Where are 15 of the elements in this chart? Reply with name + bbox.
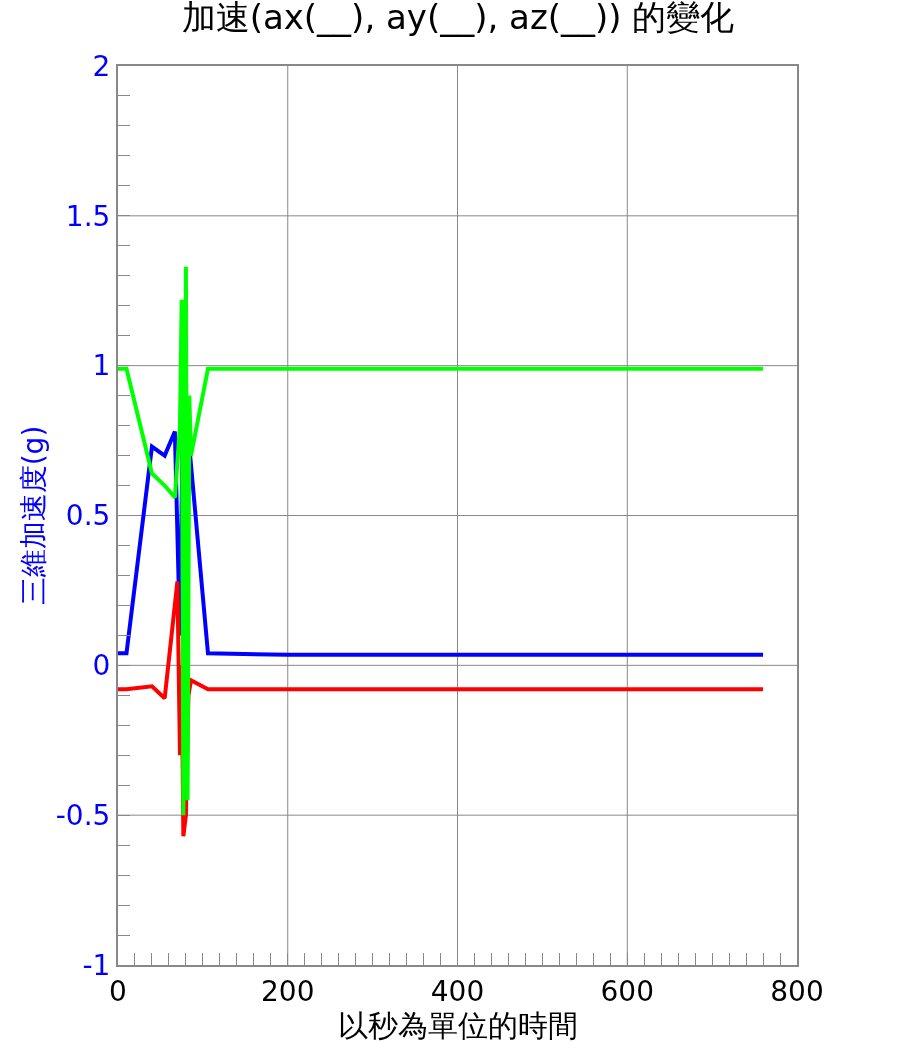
y-tick-label: -1 — [82, 948, 111, 982]
y-tick-label: 2 — [92, 49, 111, 83]
y-tick-label: 0 — [92, 649, 111, 683]
y-axis-title: 三維加速度(g) — [16, 425, 50, 606]
line-series — [118, 264, 766, 818]
x-tick-label: 400 — [430, 974, 485, 1008]
x-tick-label: 800 — [770, 974, 824, 1008]
x-tick-label: 600 — [600, 974, 654, 1008]
y-tick-label: 1.5 — [65, 199, 111, 233]
x-tick-label: 200 — [261, 974, 315, 1008]
chart-title: 加速(ax(__), ay(__), az(__)) 的變化 — [181, 0, 735, 38]
y-tick-label: 0.5 — [65, 499, 111, 533]
y-tick-label: -0.5 — [55, 798, 111, 832]
x-axis-title: 以秒為單位的時間 — [337, 1007, 578, 1043]
y-tick-label: 1 — [92, 349, 111, 383]
